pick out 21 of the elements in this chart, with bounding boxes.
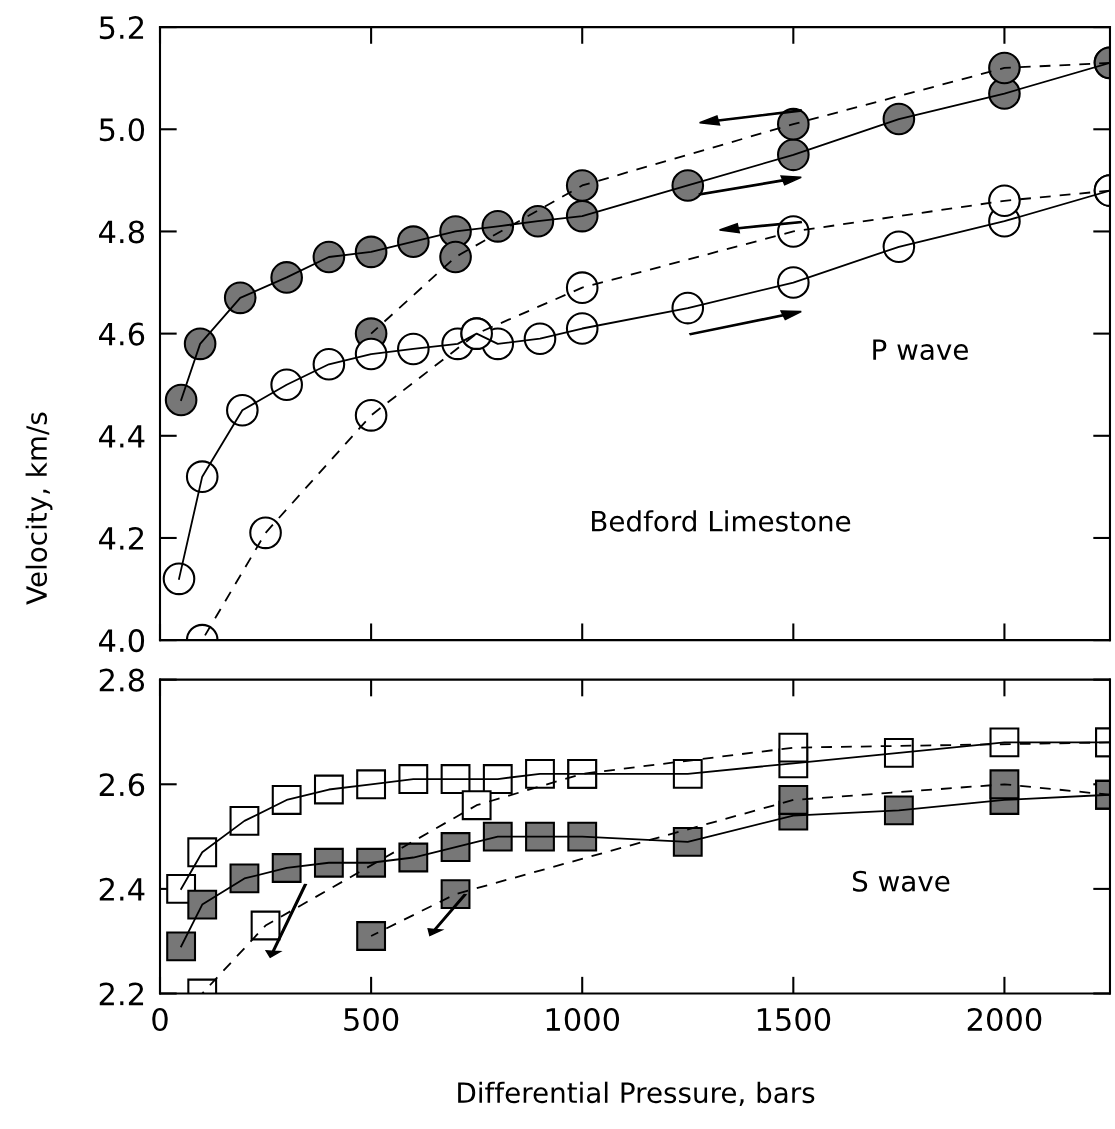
annotation: S wave (852, 870, 950, 892)
y-tick-label: 4.6 (99, 322, 145, 346)
x-tick-label: 500 (344, 1007, 399, 1032)
y-tick-label: 4.4 (99, 425, 145, 448)
y-tick-label: 2.8 (99, 668, 145, 692)
x-axis-title: Differential Pressure, bars (458, 1081, 815, 1107)
annotation: P wave (873, 339, 968, 361)
x-tick-label: 1000 (546, 1007, 620, 1032)
x-tick-label: 0 (152, 1007, 168, 1032)
y-tick-label: 5.2 (99, 16, 144, 40)
y-tick-label: 2.2 (99, 982, 144, 1006)
x-tick-label: 1500 (757, 1007, 831, 1032)
y-axis-title: Velocity, km/s (25, 412, 53, 605)
y-tick-label: 4.8 (99, 220, 145, 244)
y-tick-label: 4.2 (99, 526, 144, 550)
y-tick-label: 4.0 (99, 629, 145, 653)
y-tick-label: 5.0 (99, 118, 145, 142)
y-tick-label: 2.4 (99, 877, 145, 901)
x-tick-label: 2000 (967, 1007, 1042, 1032)
annotation: Bedford Limestone (592, 510, 851, 532)
y-tick-label: 2.6 (99, 773, 145, 797)
